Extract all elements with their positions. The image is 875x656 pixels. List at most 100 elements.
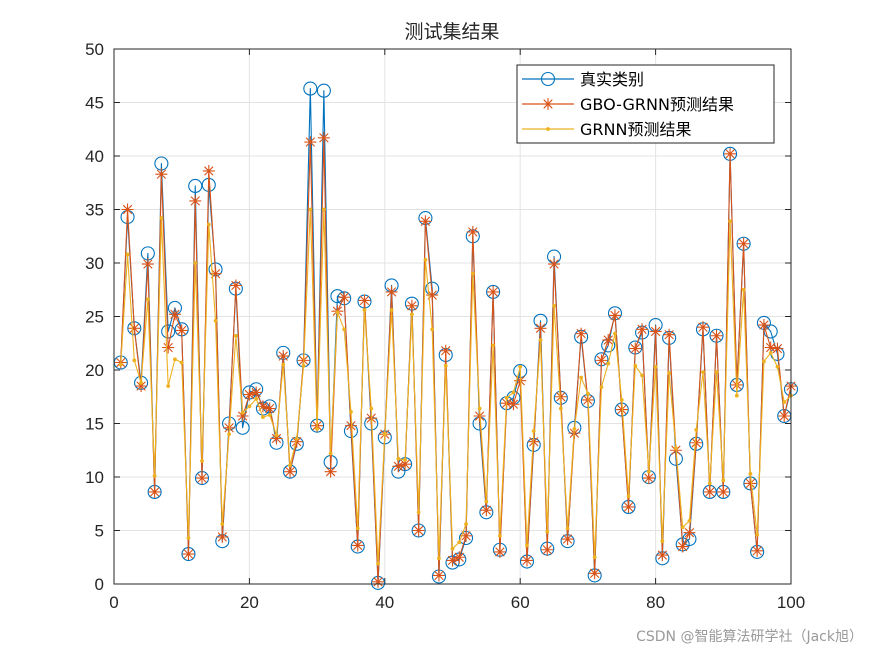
series-line	[120, 208, 792, 565]
data-point	[497, 533, 502, 538]
data-point	[541, 543, 554, 556]
data-point	[599, 385, 604, 390]
y-tick-label: 0	[95, 575, 104, 594]
data-point	[166, 384, 171, 388]
series-3	[118, 207, 793, 566]
data-point	[548, 258, 561, 271]
y-tick-label: 10	[85, 468, 104, 487]
data-point	[724, 147, 737, 160]
data-point	[775, 364, 780, 369]
legend-marker	[540, 71, 556, 87]
data-point	[734, 393, 739, 398]
data-point	[277, 350, 290, 363]
data-point	[284, 465, 297, 478]
data-point	[762, 359, 766, 364]
data-point	[118, 362, 123, 367]
data-point	[141, 258, 154, 271]
data-point	[385, 285, 398, 298]
data-point	[182, 548, 195, 561]
data-point	[721, 478, 726, 483]
data-point	[558, 406, 563, 411]
data-point	[606, 361, 611, 366]
data-point	[683, 526, 696, 539]
watermark-text: CSDN @智能算法研学社（Jack旭）	[636, 629, 863, 645]
data-point	[592, 555, 597, 560]
data-point	[588, 567, 601, 580]
data-point	[196, 472, 209, 485]
data-point	[188, 178, 203, 194]
data-point	[349, 409, 353, 414]
data-point	[633, 363, 638, 368]
data-point	[707, 481, 712, 486]
y-tick-label: 5	[95, 522, 104, 541]
data-point	[399, 458, 412, 471]
data-point	[586, 391, 590, 396]
data-point	[778, 410, 791, 423]
data-point	[308, 207, 313, 212]
y-tick-label: 20	[85, 361, 104, 380]
data-point	[748, 471, 753, 476]
data-point	[301, 363, 306, 368]
data-point	[412, 524, 425, 537]
data-point	[338, 291, 351, 304]
data-point	[626, 494, 631, 499]
data-point	[186, 536, 191, 540]
data-point	[608, 309, 621, 322]
data-point	[261, 415, 265, 419]
data-point	[419, 215, 432, 228]
data-point	[710, 329, 723, 342]
data-point	[453, 551, 466, 564]
data-point	[148, 485, 161, 498]
data-point	[270, 432, 283, 445]
data-point	[303, 81, 318, 96]
data-point	[416, 510, 421, 515]
data-point	[175, 324, 188, 337]
data-point	[480, 504, 493, 517]
data-point	[717, 485, 730, 498]
legend-marker	[546, 127, 550, 131]
data-point	[653, 364, 658, 369]
data-point	[764, 341, 777, 354]
data-point	[267, 413, 272, 417]
data-point	[737, 237, 750, 250]
data-point	[504, 395, 509, 400]
data-point	[636, 323, 649, 336]
data-point	[437, 556, 441, 561]
data-point	[690, 436, 703, 449]
y-tick-label: 35	[85, 201, 104, 220]
data-point	[216, 530, 229, 543]
data-point	[575, 327, 588, 340]
data-point	[159, 216, 164, 220]
data-point	[470, 271, 475, 276]
data-point	[315, 426, 319, 431]
data-point	[139, 380, 143, 385]
data-point	[450, 546, 455, 551]
data-point	[236, 410, 249, 423]
y-tick-label: 25	[85, 308, 104, 327]
data-point	[613, 331, 617, 336]
data-point	[460, 529, 473, 542]
data-point	[615, 403, 628, 416]
y-tick-label: 15	[85, 415, 104, 434]
x-tick-label: 40	[375, 593, 394, 612]
data-point	[531, 429, 536, 433]
data-point	[432, 569, 445, 582]
data-point	[362, 308, 367, 312]
data-point	[328, 451, 333, 456]
data-point	[209, 267, 222, 280]
data-point	[168, 308, 181, 321]
x-tick-label: 60	[511, 593, 530, 612]
data-point	[464, 522, 468, 526]
data-point	[128, 322, 141, 335]
data-point	[396, 456, 401, 461]
data-point	[426, 289, 439, 302]
y-tick-label: 40	[85, 147, 104, 166]
data-point	[256, 400, 269, 413]
data-point	[511, 390, 516, 395]
legend-label: 真实类别	[580, 70, 644, 89]
data-point	[423, 257, 428, 262]
data-point	[646, 469, 651, 474]
data-point	[405, 299, 418, 312]
data-point	[247, 404, 252, 409]
data-point	[200, 459, 204, 463]
